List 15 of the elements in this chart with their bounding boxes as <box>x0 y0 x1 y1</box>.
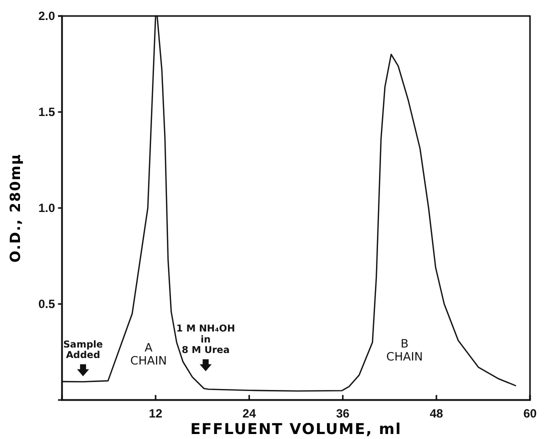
annotation: B CHAIN <box>386 336 423 364</box>
x-tick-label: 12 <box>148 406 163 420</box>
annotation: A CHAIN <box>130 340 167 368</box>
x-tick-label: 60 <box>523 406 537 420</box>
y-tick-label: 2.0 <box>38 8 56 23</box>
y-axis-title: O.D., 280mμ <box>8 153 24 263</box>
x-tick-label: 48 <box>430 406 444 420</box>
y-tick-label: 1.0 <box>38 200 56 215</box>
x-axis-title: EFFLUENT VOLUME, ml <box>190 420 402 438</box>
y-tick-label: 0.5 <box>38 296 56 311</box>
x-tick-label: 36 <box>336 406 350 420</box>
x-tick-label: 24 <box>242 406 256 420</box>
annotation: 1 M NH₄OH in 8 M Urea <box>176 323 236 356</box>
y-tick-label: 1.5 <box>38 104 56 119</box>
annotation: Sample Added <box>63 339 103 362</box>
